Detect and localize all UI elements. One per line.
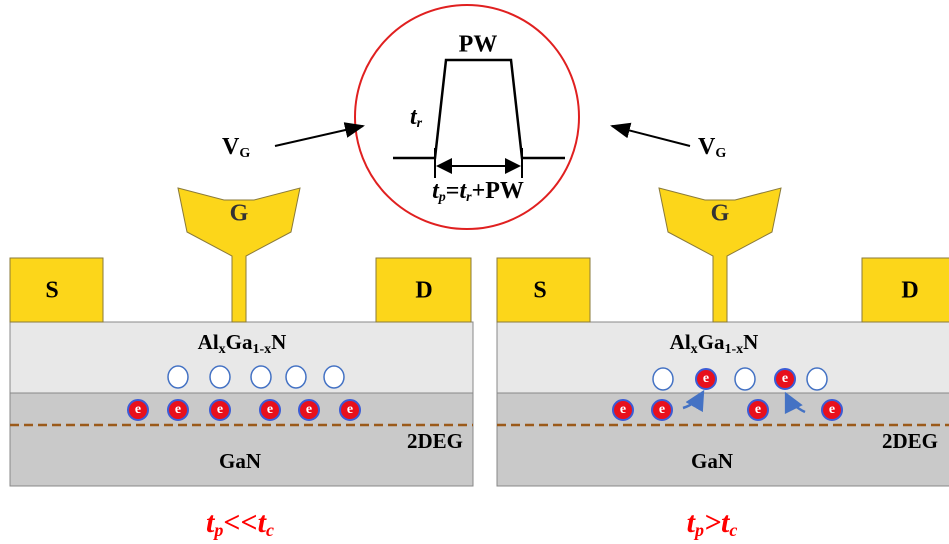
electron-label: e [829, 402, 835, 417]
hole [210, 366, 230, 388]
electron-label: e [267, 402, 273, 417]
subscript: c [266, 520, 274, 540]
electron-label: e [217, 402, 223, 417]
subscript: p [212, 520, 223, 540]
electron-label: e [347, 402, 353, 417]
text: Ga [226, 330, 253, 354]
electron-label: e [659, 402, 665, 417]
hole [735, 368, 755, 390]
electron-label: e [306, 402, 312, 417]
subscript: G [715, 146, 726, 161]
text: Ga [698, 330, 725, 354]
text: = [446, 178, 460, 204]
condition-label: tp<<tc [206, 506, 274, 540]
text: V [698, 134, 716, 160]
electron-label: e [175, 402, 181, 417]
subscript: p [438, 190, 446, 205]
barrier-label: AlxGa1-xN [198, 330, 287, 357]
pw-label: PW [459, 32, 498, 58]
hole [653, 368, 673, 390]
gas-label: 2DEG [882, 429, 938, 453]
hole [251, 366, 271, 388]
text: Al [670, 330, 691, 354]
arrow [275, 126, 363, 146]
diagram: PW tr tp=tr+PW VG VG SDGAlxGa1-xNGaN2DEG… [0, 0, 949, 544]
drain-label: D [901, 278, 918, 304]
text: > [704, 506, 721, 539]
vg-label: VG [222, 134, 250, 162]
text: N [271, 330, 286, 354]
text: << [223, 506, 257, 539]
hole [286, 366, 306, 388]
drain-label: D [415, 278, 432, 304]
hole [168, 366, 188, 388]
subscript: 1-x [725, 342, 744, 357]
subscript: x [691, 342, 698, 357]
text: V [222, 134, 240, 160]
electron-label: e [620, 402, 626, 417]
text: +PW [472, 178, 524, 204]
subscript: r [417, 116, 423, 131]
period-label: tp=tr+PW [432, 178, 524, 206]
condition-label: tp>tc [687, 506, 738, 540]
source-label: S [533, 278, 546, 304]
electron-label: e [782, 371, 788, 386]
hole [807, 368, 827, 390]
source-label: S [45, 278, 58, 304]
channel-label: GaN [691, 449, 733, 473]
channel-label: GaN [219, 449, 261, 473]
electron-label: e [703, 371, 709, 386]
gate-label: G [711, 201, 730, 227]
vg-label: VG [698, 134, 726, 162]
text: N [743, 330, 758, 354]
gate-label: G [230, 201, 249, 227]
hole [324, 366, 344, 388]
electron-label: e [135, 402, 141, 417]
subscript: x [219, 342, 226, 357]
barrier-label: AlxGa1-xN [670, 330, 759, 357]
electron-label: e [755, 402, 761, 417]
subscript: p [693, 520, 704, 540]
subscript: c [729, 520, 737, 540]
arrow [612, 126, 690, 146]
gas-label: 2DEG [407, 429, 463, 453]
subscript: G [239, 146, 250, 161]
subscript: 1-x [253, 342, 272, 357]
text: Al [198, 330, 219, 354]
